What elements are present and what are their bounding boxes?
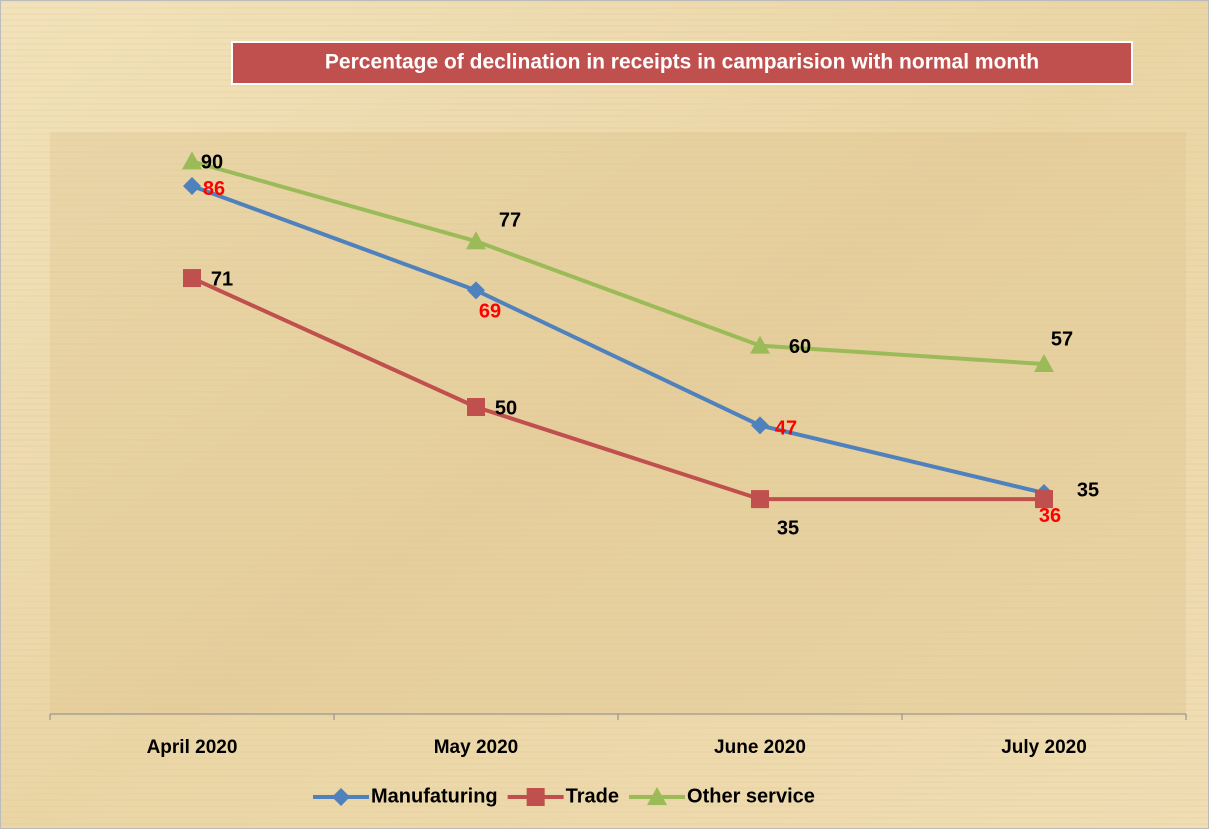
data-label: 77 <box>499 210 521 232</box>
legend-label: Other service <box>687 785 815 807</box>
data-point <box>183 269 201 288</box>
legend-marker <box>526 788 545 806</box>
data-label: 35 <box>777 517 799 539</box>
data-point <box>467 281 485 300</box>
data-point <box>750 335 770 354</box>
legend-marker <box>332 788 350 806</box>
data-label: 47 <box>775 418 797 440</box>
series-line <box>191 159 1045 367</box>
x-tick-label: July 2020 <box>1001 737 1087 758</box>
data-point <box>183 176 201 195</box>
x-tick-label: April 2020 <box>147 737 238 758</box>
data-label: 57 <box>1051 328 1073 350</box>
data-label: 90 <box>201 152 223 174</box>
data-point <box>182 151 202 170</box>
data-label: 60 <box>789 336 811 358</box>
legend-label: Trade <box>566 785 619 807</box>
data-label: 50 <box>495 397 517 419</box>
data-point <box>1034 354 1054 373</box>
data-point <box>467 398 485 416</box>
x-tick-label: June 2020 <box>714 737 806 758</box>
x-tick-label: May 2020 <box>434 737 519 758</box>
data-label: 86 <box>203 178 225 200</box>
data-point <box>751 490 769 509</box>
data-point <box>751 416 769 435</box>
legend-marker <box>647 787 668 805</box>
data-point <box>1035 490 1053 509</box>
plot-area <box>50 132 1186 714</box>
data-label: 36 <box>1039 505 1061 527</box>
title-box <box>231 41 1133 85</box>
data-point <box>466 231 486 250</box>
data-label: 71 <box>211 268 233 290</box>
legend-label: Manufaturing <box>371 785 498 807</box>
series-line <box>191 276 1044 502</box>
data-label: 35 <box>1077 479 1099 501</box>
data-label: 69 <box>479 301 501 323</box>
series-line <box>191 184 1045 495</box>
chart-title: Percentage of declination in receipts in… <box>325 51 1039 74</box>
